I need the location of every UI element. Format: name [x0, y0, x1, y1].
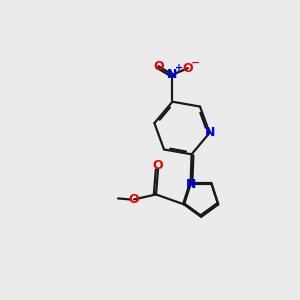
Text: O: O: [129, 193, 140, 206]
Text: −: −: [191, 58, 200, 68]
Text: O: O: [183, 62, 193, 75]
Text: N: N: [185, 178, 196, 191]
Text: O: O: [153, 159, 164, 172]
Text: N: N: [204, 126, 215, 140]
Text: O: O: [153, 60, 164, 73]
Text: +: +: [175, 63, 183, 73]
Text: N: N: [167, 68, 178, 81]
